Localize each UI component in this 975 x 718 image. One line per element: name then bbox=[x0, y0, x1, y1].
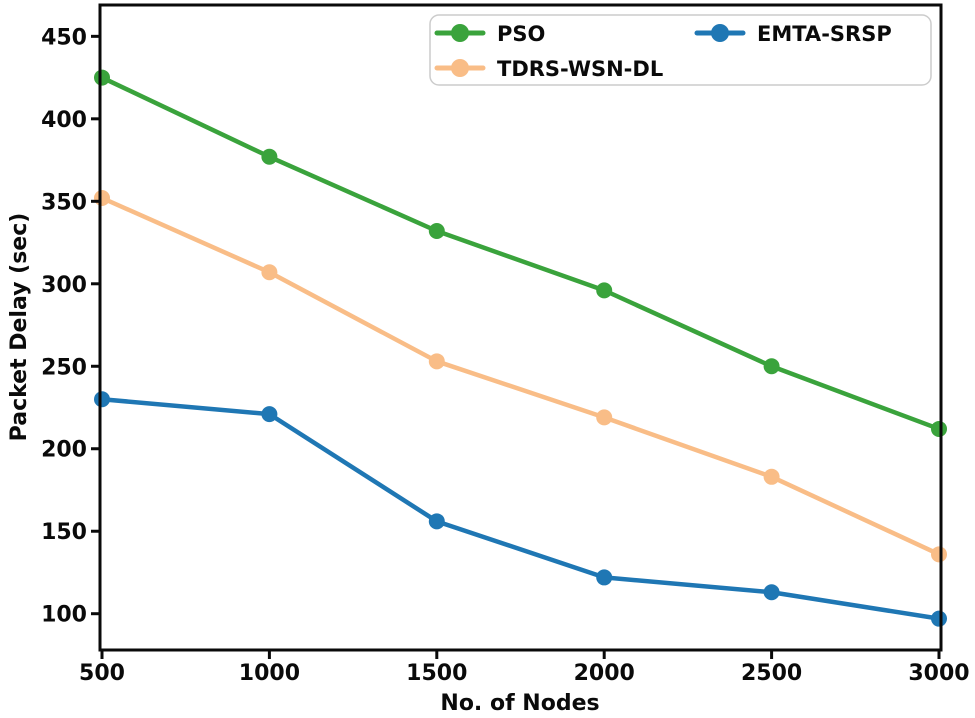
emta-srsp-marker bbox=[261, 406, 278, 423]
emta-srsp-marker bbox=[763, 584, 780, 601]
pso-marker bbox=[931, 420, 947, 437]
tdrs-wsn-dl-marker bbox=[763, 468, 780, 485]
legend-label: EMTA-SRSP bbox=[757, 22, 892, 46]
y-tick-label: 450 bbox=[41, 25, 87, 50]
x-tick-label: 2000 bbox=[574, 661, 635, 686]
tdrs-wsn-dl-marker bbox=[94, 190, 110, 207]
legend-marker bbox=[451, 24, 469, 42]
emta-srsp-marker bbox=[428, 513, 445, 530]
axes-layer: 500 1000 1500 2000 2500 3000 100 150 200 250 300 35… bbox=[41, 3, 970, 686]
legend-marker bbox=[711, 24, 729, 42]
x-tick-label: 500 bbox=[79, 661, 125, 686]
y-tick-label: 200 bbox=[41, 438, 87, 463]
legend-entry-tdrs-wsn-dl: TDRS-WSN-DL bbox=[434, 57, 663, 81]
tdrs-wsn-dl-marker bbox=[428, 353, 445, 370]
pso-marker bbox=[94, 69, 110, 86]
pso-marker bbox=[763, 358, 780, 375]
legend-entry-pso: PSO bbox=[434, 22, 545, 46]
series-layer bbox=[94, 69, 947, 627]
emta-srsp-marker bbox=[931, 610, 947, 627]
tdrs-wsn-dl-line bbox=[99, 195, 942, 557]
legend-box bbox=[429, 14, 932, 86]
x-axis-label: No. of Nodes bbox=[440, 691, 599, 716]
y-tick-label: 300 bbox=[41, 273, 87, 298]
y-tick-label: 400 bbox=[41, 108, 87, 133]
x-tick-label: 1000 bbox=[239, 661, 300, 686]
x-tick-label: 3000 bbox=[908, 661, 969, 686]
y-axis-label: Packet Delay (sec) bbox=[7, 213, 32, 442]
emta-srsp-marker bbox=[94, 391, 110, 408]
legend-label: PSO bbox=[497, 22, 545, 46]
legend-label: TDRS-WSN-DL bbox=[497, 57, 663, 81]
x-tick-label: 1500 bbox=[406, 661, 467, 686]
tdrs-wsn-dl-marker bbox=[261, 264, 278, 281]
legend: PSO TDRS-WSN-DL EMTA-SRSP bbox=[429, 14, 932, 86]
plot-border bbox=[98, 3, 943, 652]
tdrs-wsn-dl-marker bbox=[596, 409, 613, 426]
x-tick-label: 2500 bbox=[741, 661, 802, 686]
legend-entry-emta-srsp: EMTA-SRSP bbox=[694, 22, 892, 46]
y-tick-label: 250 bbox=[41, 355, 87, 380]
y-tick-label: 350 bbox=[41, 190, 87, 215]
pso-marker bbox=[428, 222, 445, 239]
tdrs-wsn-dl-marker bbox=[931, 546, 947, 563]
pso-marker bbox=[596, 282, 613, 299]
pso-line bbox=[99, 75, 942, 432]
emta-srsp-line bbox=[99, 397, 942, 621]
y-tick-label: 150 bbox=[41, 520, 87, 545]
y-tick-label: 100 bbox=[41, 603, 87, 628]
emta-srsp-marker bbox=[596, 569, 613, 586]
pso-marker bbox=[261, 148, 278, 165]
legend-marker bbox=[451, 59, 469, 77]
